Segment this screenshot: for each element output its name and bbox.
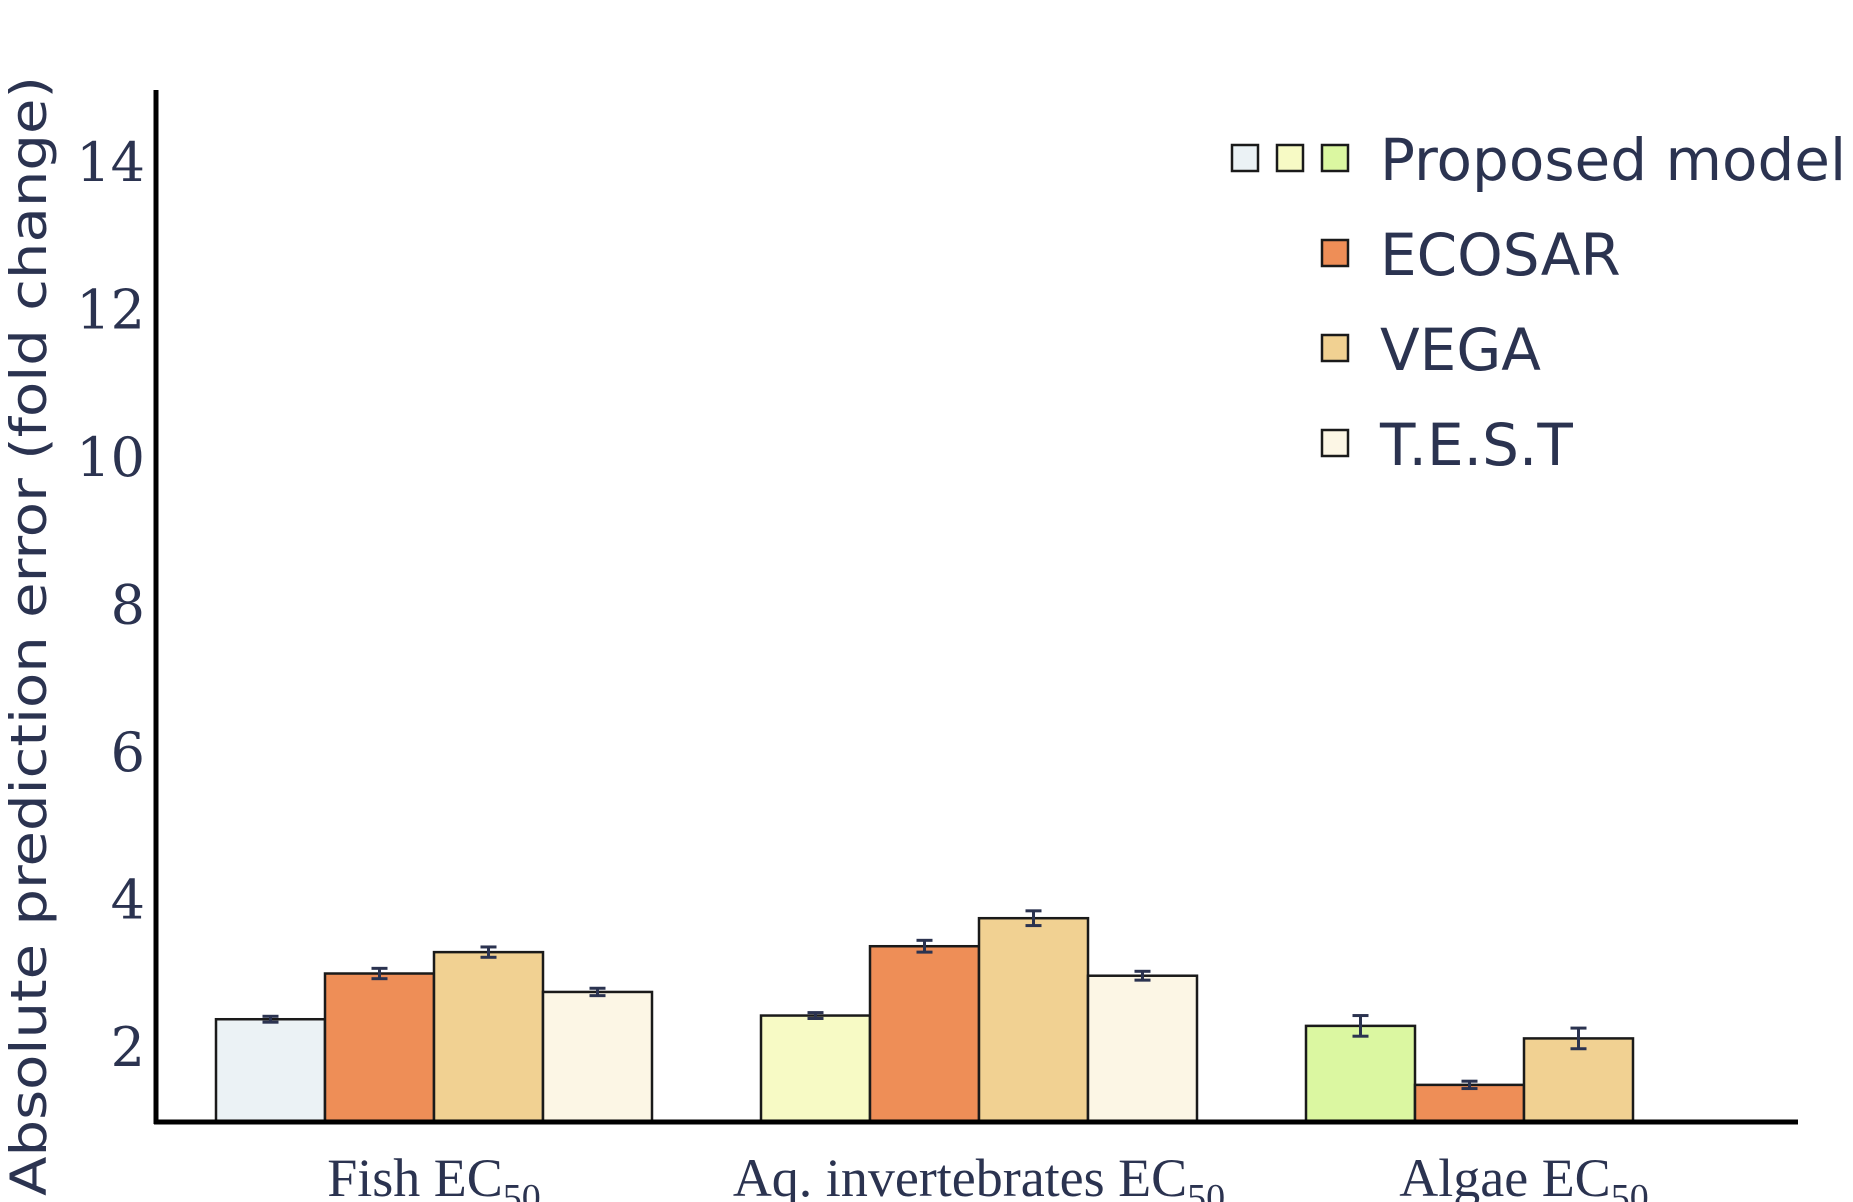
x-category-label: Aq. invertebrates EC50	[733, 1148, 1225, 1202]
error-bar	[916, 938, 933, 954]
error-bar	[1570, 1026, 1587, 1051]
x-category-label: Algae EC50	[1399, 1148, 1648, 1202]
y-tick-labels: 2 4 6 8 10 12 14	[76, 131, 145, 1079]
legend-item: VEGA	[1320, 316, 1541, 384]
legend: Proposed model ECOSAR VEGA T.E.S.T	[1230, 126, 1846, 479]
y-tick-label: 14	[76, 131, 145, 194]
legend-label: T.E.S.T	[1379, 411, 1573, 479]
legend-label: Proposed model	[1380, 126, 1846, 194]
legend-swatch	[1320, 238, 1350, 268]
error-bar	[262, 1014, 279, 1024]
x-category-label: Fish EC50	[327, 1148, 541, 1202]
bar	[432, 950, 545, 1124]
legend-label: ECOSAR	[1380, 221, 1621, 289]
error-bar	[1352, 1014, 1369, 1038]
bar	[759, 1014, 872, 1124]
legend-swatch	[1320, 428, 1350, 458]
axes-layer	[153, 90, 1798, 1125]
bar	[323, 972, 436, 1124]
y-tick-label: 12	[76, 279, 145, 342]
legend-swatch	[1320, 143, 1350, 173]
category-subscript: 50	[503, 1177, 541, 1202]
error-bar	[1025, 909, 1042, 928]
bar	[977, 916, 1090, 1124]
x-category-labels: Fish EC50 Aq. invertebrates EC50 Algae EC5…	[327, 1148, 1649, 1202]
error-bar	[371, 966, 388, 981]
error-bar	[480, 945, 497, 959]
legend-item: Proposed model	[1230, 126, 1846, 194]
bar	[1086, 974, 1199, 1124]
errorbars-layer	[262, 909, 1587, 1091]
error-bar	[807, 1011, 824, 1020]
bar	[214, 1017, 327, 1124]
y-axis-label: Absolute prediction error (fold change)	[0, 76, 58, 1196]
bar	[541, 990, 654, 1124]
bar	[1522, 1037, 1635, 1124]
category-name: Algae EC	[1399, 1148, 1610, 1202]
bar	[1304, 1024, 1417, 1124]
category-subscript: 50	[1187, 1177, 1225, 1202]
category-name: Fish EC	[327, 1148, 503, 1202]
error-bar	[589, 986, 606, 998]
bar	[1413, 1083, 1526, 1124]
legend-swatch	[1275, 143, 1305, 173]
legend-item: T.E.S.T	[1320, 411, 1573, 479]
legend-item: ECOSAR	[1320, 221, 1621, 289]
y-tick-label: 6	[111, 721, 145, 784]
legend-label: VEGA	[1380, 316, 1541, 384]
error-bar	[1134, 969, 1151, 982]
error-bar	[1461, 1079, 1478, 1091]
y-tick-label: 2	[111, 1016, 145, 1079]
y-tick-label: 10	[76, 426, 145, 489]
bar	[868, 944, 981, 1124]
legend-swatch	[1230, 143, 1260, 173]
y-tick-label: 4	[111, 869, 145, 932]
category-subscript: 50	[1611, 1177, 1649, 1202]
category-name: Aq. invertebrates EC	[733, 1148, 1187, 1202]
legend-swatch	[1320, 333, 1350, 363]
y-tick-label: 8	[111, 574, 145, 637]
